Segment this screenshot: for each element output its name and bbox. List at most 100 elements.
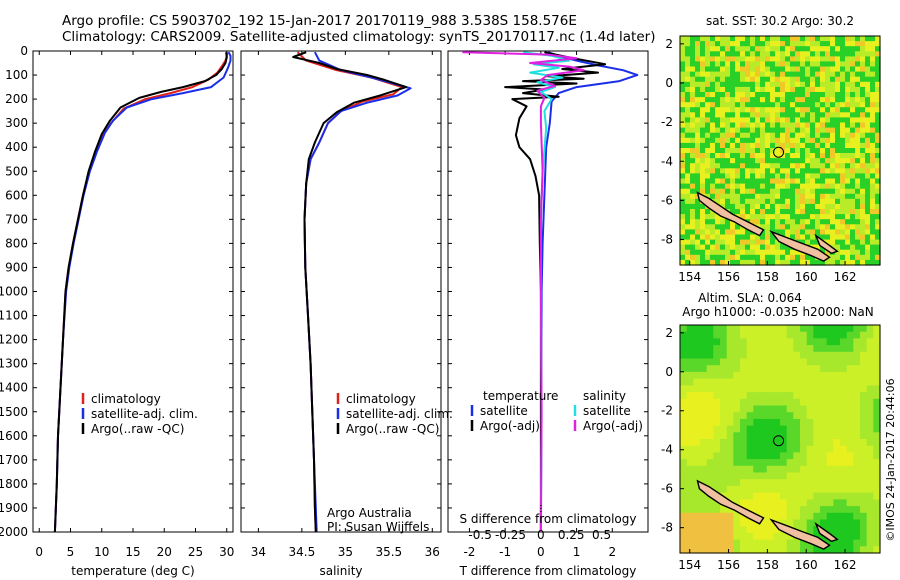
map-cell xyxy=(820,153,826,159)
map-cell xyxy=(730,137,736,144)
map-cell xyxy=(815,244,821,251)
map-cell xyxy=(830,66,836,73)
map-cell xyxy=(815,173,821,180)
map-cell xyxy=(785,224,791,230)
map-cell xyxy=(806,325,814,333)
map-cell xyxy=(720,107,726,113)
map-cell xyxy=(720,351,728,360)
map-cell xyxy=(770,107,776,113)
map-cell xyxy=(770,112,776,118)
map-cell xyxy=(713,459,721,467)
map-cell xyxy=(730,163,736,169)
series-line xyxy=(53,52,228,533)
map-cell xyxy=(813,445,821,453)
map-cell xyxy=(815,41,821,47)
map-cell xyxy=(810,117,816,124)
map-cell xyxy=(785,76,791,83)
map-cell xyxy=(760,148,766,154)
map-cell xyxy=(693,432,701,440)
sla_map-frame xyxy=(679,324,881,554)
map-cell xyxy=(780,219,786,225)
map-cell xyxy=(700,325,708,333)
map-cell xyxy=(740,56,746,63)
map-cell xyxy=(860,239,866,246)
map-cell xyxy=(810,163,816,169)
map-cell xyxy=(695,132,701,139)
map-cell xyxy=(875,97,881,103)
map-cell xyxy=(815,224,821,230)
map-cell xyxy=(685,214,691,220)
map-cell xyxy=(770,41,776,47)
map-cell xyxy=(735,51,741,57)
map-cell xyxy=(780,61,786,68)
map-cell xyxy=(875,188,881,195)
map-cell xyxy=(680,385,688,393)
map-cell xyxy=(810,36,816,42)
map-cell xyxy=(770,198,776,205)
map-cell xyxy=(825,46,831,52)
map-cell xyxy=(840,358,848,366)
climatology-title: Climatology: CARS2009. Satellite-adjuste… xyxy=(62,29,656,45)
map-cell xyxy=(685,209,691,215)
map-cell xyxy=(720,405,728,413)
map-cell xyxy=(850,112,856,118)
map-cell xyxy=(755,178,761,185)
y-tick-label: -6 xyxy=(661,193,673,207)
map-cell xyxy=(790,229,796,236)
map-cell xyxy=(815,203,821,210)
map-cell xyxy=(766,432,774,440)
map-cell xyxy=(680,351,688,360)
map-cell xyxy=(746,331,754,339)
map-cell xyxy=(810,46,816,52)
map-cell xyxy=(790,81,796,88)
map-cell xyxy=(760,526,768,534)
map-cell xyxy=(820,365,828,373)
map-cell xyxy=(740,97,746,103)
map-cell xyxy=(705,229,711,236)
map-cell xyxy=(730,153,736,159)
map-cell xyxy=(810,259,816,266)
map-cell xyxy=(790,173,796,180)
map-cell xyxy=(773,378,781,386)
map-cell xyxy=(773,385,781,393)
map-cell xyxy=(760,234,766,241)
map-cell xyxy=(780,519,788,527)
map-cell xyxy=(800,392,808,400)
map-cell xyxy=(686,365,694,373)
map-cell xyxy=(740,519,748,527)
map-cell xyxy=(800,168,806,174)
map-cell xyxy=(860,142,866,149)
map-cell xyxy=(875,168,881,174)
map-cell xyxy=(695,178,701,185)
land-island xyxy=(696,191,765,237)
map-cell xyxy=(815,142,821,149)
map-cell xyxy=(760,76,766,83)
map-cell xyxy=(840,168,846,174)
map-cell xyxy=(805,36,811,42)
map-cell xyxy=(835,92,841,98)
map-cell xyxy=(690,97,696,103)
map-cell xyxy=(725,41,731,47)
sla-map-title: Altim. SLA: 0.064 xyxy=(698,291,802,305)
map-cell xyxy=(860,325,868,333)
map-cell xyxy=(815,127,821,134)
map-cell xyxy=(820,331,828,339)
map-cell xyxy=(746,532,754,541)
map-cell xyxy=(705,173,711,180)
map-cell xyxy=(700,412,708,420)
map-cell xyxy=(693,378,701,386)
map-cell xyxy=(773,392,781,400)
map-cell xyxy=(713,479,721,487)
map-cell xyxy=(695,259,701,266)
map-cell xyxy=(686,385,694,393)
map-cell xyxy=(795,81,801,88)
map-cell xyxy=(820,234,826,241)
map-cell xyxy=(680,153,686,159)
map-cell xyxy=(685,56,691,63)
map-cell xyxy=(866,338,874,346)
map-cell xyxy=(815,117,821,124)
map-cell xyxy=(700,102,706,108)
map-cell xyxy=(775,51,781,57)
map-cell xyxy=(765,117,771,124)
map-cell xyxy=(760,249,766,256)
